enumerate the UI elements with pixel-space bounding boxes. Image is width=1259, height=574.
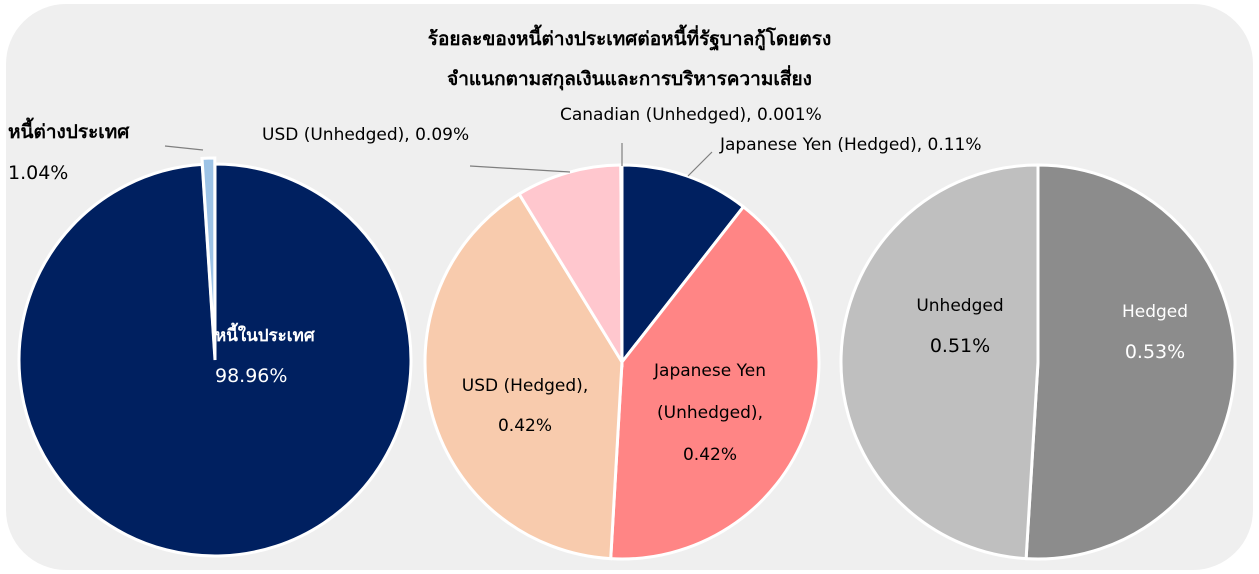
data-label: Unhedged 0.51%: [895, 286, 1025, 367]
value-label: 1.04%: [8, 162, 69, 184]
chart-title: ร้อยละของหนี้ต่างประเทศต่อหนี้ที่รัฐบาลก…: [427, 28, 832, 50]
slice-name: Japanese Yen (Hedged): [720, 135, 917, 155]
slice-name: Unhedged: [916, 296, 1004, 316]
slice-name: Japanese Yen (Unhedged): [654, 361, 766, 423]
value-label: 0.53%: [1124, 341, 1186, 363]
slice-name: หนี้ต่างประเทศ: [8, 121, 130, 143]
pie-slice: [1024, 163, 1237, 561]
leader-line: [469, 165, 571, 173]
slice-name: USD (Hedged): [461, 376, 583, 396]
data-label: Japanese Yen (Hedged), 0.11%: [720, 135, 982, 155]
pie-slice: [839, 163, 1040, 561]
data-label: หนี้ต่างประเทศ 1.04%: [8, 112, 208, 194]
leader-line: [687, 151, 713, 177]
slice-name: Canadian (Unhedged): [560, 105, 747, 125]
data-label: Canadian (Unhedged), 0.001%: [560, 105, 822, 125]
slice-name: Hedged: [1121, 302, 1189, 322]
data-label: Japanese Yen (Unhedged), 0.42%: [654, 361, 766, 465]
data-label: หนี้ในประเทศ 98.96%: [215, 316, 375, 397]
value-label: 0.42%: [682, 445, 737, 465]
value-label: 0.09%: [415, 125, 470, 145]
pie-slice: [17, 162, 413, 558]
value-label: 98.96%: [215, 365, 288, 387]
value-label: 0.42%: [497, 416, 552, 436]
pie-slice: [423, 191, 624, 561]
value-label: 0.11%: [927, 135, 982, 155]
pie-slice: [517, 163, 624, 368]
value-label: 0.51%: [929, 335, 991, 357]
pie-slice: [619, 163, 624, 363]
slice-name: หนี้ในประเทศ: [215, 326, 315, 346]
data-label: Hedged 0.53%: [1090, 292, 1220, 373]
leader-line: [164, 145, 204, 151]
pie-slice: [609, 204, 821, 561]
slice-name: USD (Unhedged): [262, 125, 405, 145]
pie-slice: [200, 156, 217, 355]
pie-slice: [620, 163, 746, 367]
data-label: USD (Unhedged), 0.09%: [262, 125, 470, 145]
chart-subtitle: จำแนกตามสกุลเงินและการบริหารความเสี่ยง: [447, 68, 812, 90]
value-label: 0.001%: [756, 105, 822, 125]
data-label: USD (Hedged), 0.42%: [461, 376, 589, 436]
